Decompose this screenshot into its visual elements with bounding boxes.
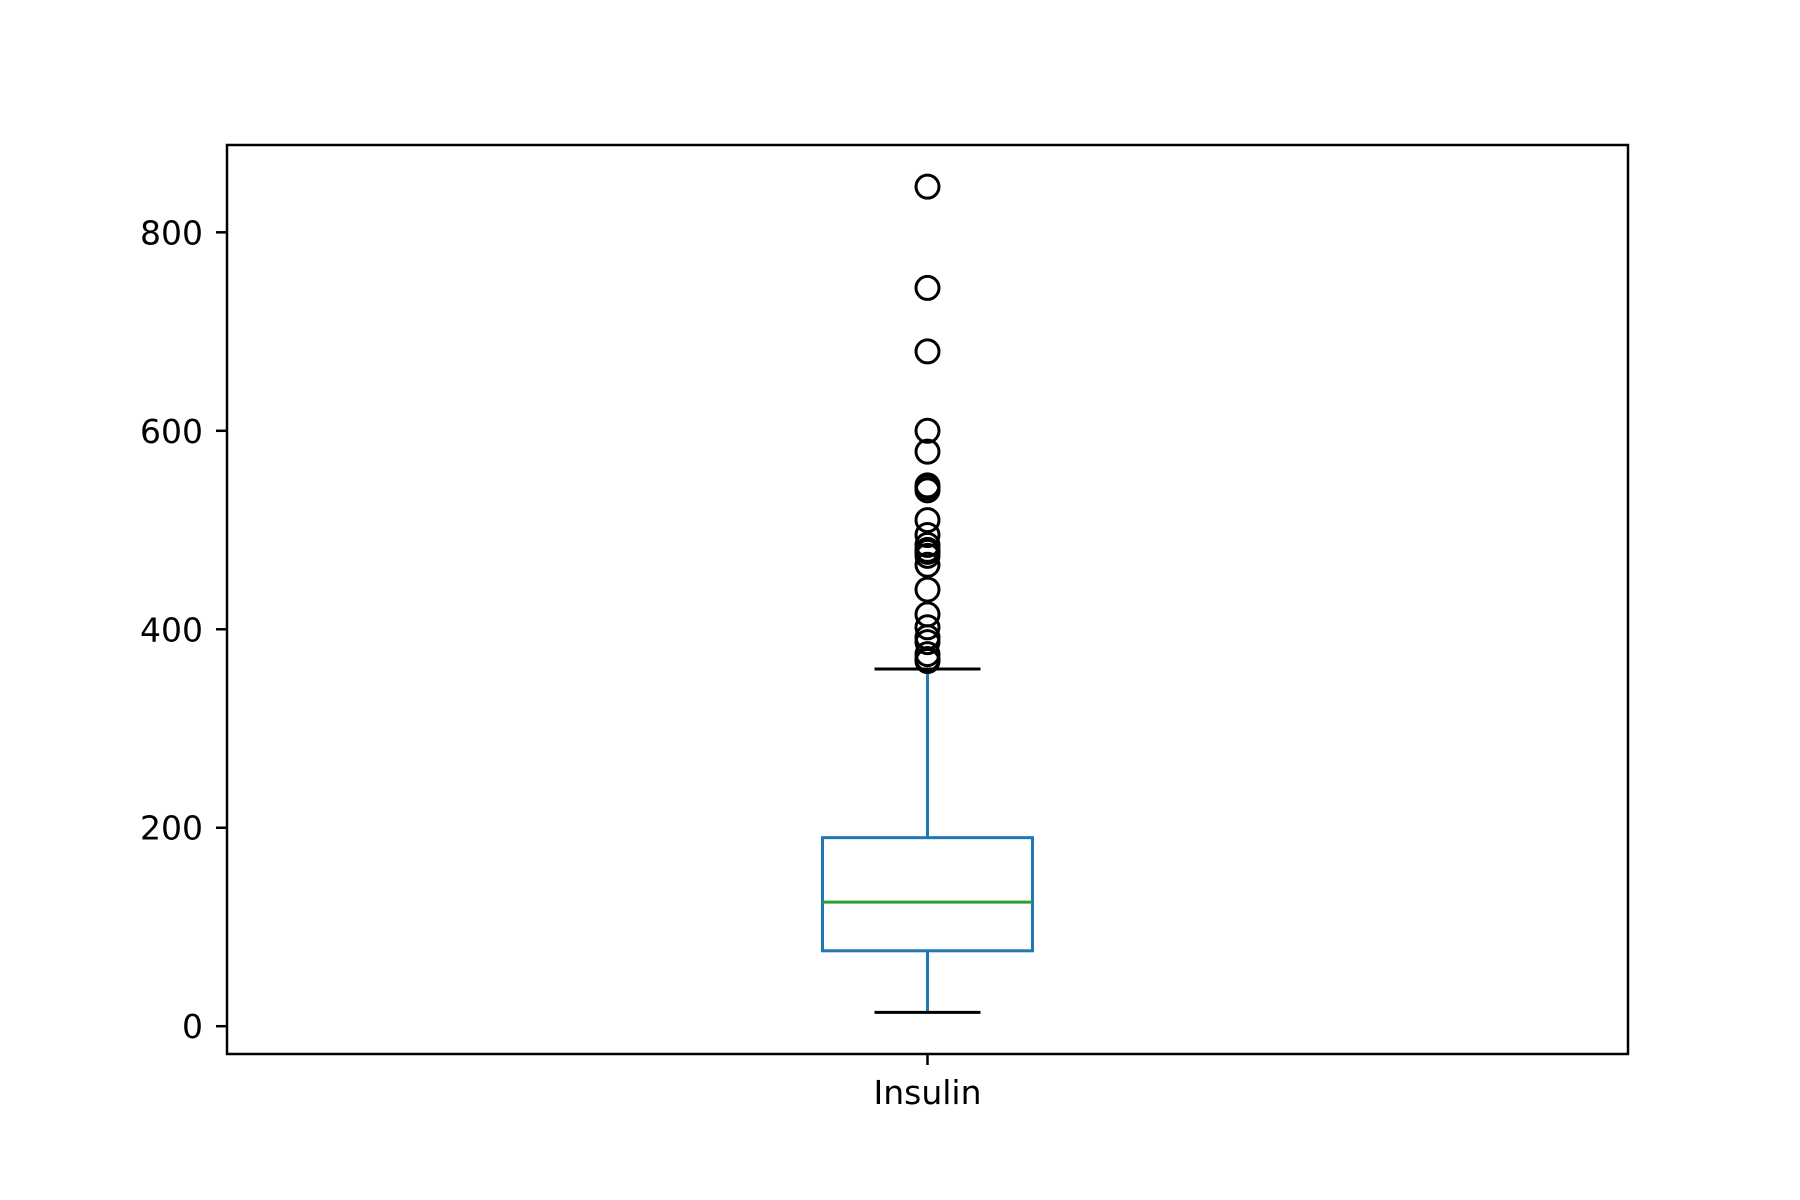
outlier-point xyxy=(914,477,941,504)
box-iqr xyxy=(821,836,1034,953)
axes-frame xyxy=(225,143,1630,1056)
plot-area xyxy=(821,173,1034,1014)
outlier-point xyxy=(914,417,941,444)
y-tick-label: 600 xyxy=(140,412,203,451)
outlier-point xyxy=(914,521,941,548)
x-axis: Insulin xyxy=(873,1054,982,1112)
outlier-point xyxy=(914,274,941,301)
outlier-point xyxy=(914,648,941,675)
outlier-point xyxy=(914,173,941,200)
outlier-point xyxy=(914,542,941,569)
y-tick-label: 0 xyxy=(182,1007,203,1046)
outlier-point xyxy=(914,576,941,603)
y-tick-label: 400 xyxy=(140,610,203,649)
y-tick-label: 800 xyxy=(140,213,203,252)
outlier-point xyxy=(914,507,941,534)
outlier-point xyxy=(914,338,941,365)
y-axis: 0 200 400 600 800 xyxy=(140,213,227,1046)
x-tick-label: Insulin xyxy=(873,1073,981,1112)
outlier-point xyxy=(914,438,941,465)
outlier-point xyxy=(914,629,941,656)
outlier-point xyxy=(914,551,941,578)
y-tick-label: 200 xyxy=(140,809,203,848)
outlier-point xyxy=(914,614,941,641)
